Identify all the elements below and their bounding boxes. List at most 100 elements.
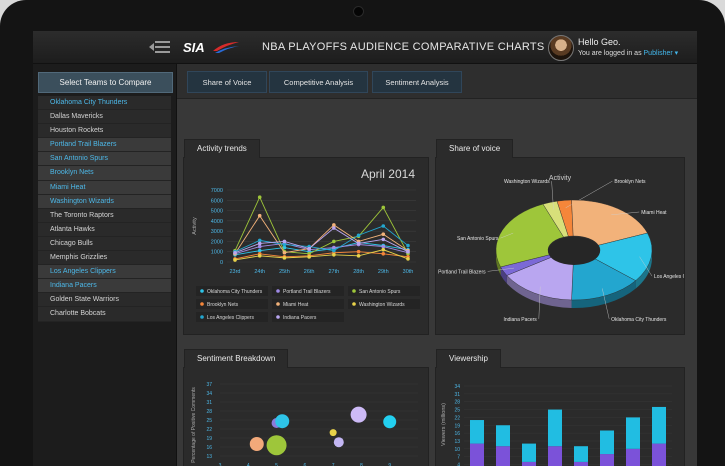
data-point[interactable] bbox=[356, 233, 361, 238]
data-point[interactable] bbox=[332, 253, 336, 257]
data-point[interactable] bbox=[332, 226, 336, 230]
data-point[interactable] bbox=[282, 239, 287, 244]
avatar[interactable] bbox=[548, 35, 574, 61]
data-point[interactable] bbox=[332, 223, 336, 227]
data-point[interactable] bbox=[257, 195, 262, 199]
bar-segment[interactable] bbox=[574, 461, 588, 466]
slice-leader-line bbox=[551, 181, 554, 210]
data-point[interactable] bbox=[332, 239, 336, 244]
team-item-miami-heat[interactable]: Miami Heat bbox=[38, 180, 171, 195]
role-dropdown[interactable]: Publisher ▾ bbox=[644, 50, 679, 57]
team-item-washington-wizards[interactable]: Washington Wizards bbox=[38, 194, 171, 209]
share-of-voice-tab[interactable]: Share of voice bbox=[436, 139, 514, 158]
bar-segment[interactable] bbox=[548, 446, 562, 466]
data-point[interactable] bbox=[356, 241, 361, 246]
team-item-the-toronto-raptors[interactable]: The Toronto Raptors bbox=[38, 208, 171, 223]
data-point[interactable] bbox=[381, 205, 386, 210]
team-item-houston-rockets[interactable]: Houston Rockets bbox=[38, 124, 171, 139]
data-point[interactable] bbox=[307, 255, 311, 259]
pie-slice-miami-heat[interactable] bbox=[571, 199, 648, 246]
legend-item bbox=[196, 299, 268, 309]
data-point[interactable] bbox=[257, 244, 262, 249]
tab-share-of-voice[interactable]: Share of Voice bbox=[187, 71, 267, 93]
tab-competitive-analysis[interactable]: Competitive Analysis bbox=[269, 71, 368, 93]
bubble-point[interactable] bbox=[266, 435, 287, 456]
team-item-chicago-bulls[interactable]: Chicago Bulls bbox=[38, 236, 171, 252]
bar-segment[interactable] bbox=[626, 448, 640, 466]
page-title: NBA PLAYOFFS AUDIENCE COMPARATIVE CHARTS bbox=[262, 41, 545, 53]
team-item-portland-trail-blazers[interactable]: Portland Trail Blazers bbox=[38, 138, 171, 153]
bubble-point[interactable] bbox=[383, 415, 397, 429]
pie-slice-san-antonio-spurs[interactable] bbox=[495, 203, 564, 268]
bar-segment[interactable] bbox=[548, 409, 562, 447]
bar-segment[interactable] bbox=[626, 417, 640, 449]
slice-leader-line bbox=[487, 267, 515, 272]
bar-segment[interactable] bbox=[652, 443, 666, 466]
data-point[interactable] bbox=[282, 256, 287, 260]
team-item-charlotte-bobcats[interactable]: Charlotte Bobcats bbox=[38, 307, 171, 322]
bubble-point[interactable] bbox=[329, 429, 337, 437]
greeting-text: Hello Geo. bbox=[578, 37, 621, 47]
bubble-point[interactable] bbox=[275, 414, 290, 429]
bar-segment[interactable] bbox=[652, 406, 666, 444]
team-item-memphis-grizzlies[interactable]: Memphis Grizzlies bbox=[38, 251, 171, 266]
bar-segment[interactable] bbox=[574, 446, 588, 462]
y-tick-label: 28 bbox=[206, 409, 212, 415]
data-point[interactable] bbox=[381, 251, 386, 256]
data-point[interactable] bbox=[406, 249, 410, 254]
team-item-golden-state-warriors[interactable]: Golden State Warriors bbox=[38, 293, 171, 308]
pie-slice-washington-wizards[interactable] bbox=[542, 200, 569, 238]
hamburger-menu-icon[interactable] bbox=[149, 40, 171, 54]
data-point[interactable] bbox=[332, 245, 336, 250]
data-point[interactable] bbox=[233, 258, 237, 262]
team-item-oklahoma-city-thunders[interactable]: Oklahoma City Thunders bbox=[38, 96, 171, 111]
legend-swatch bbox=[352, 302, 356, 306]
viewership-tab[interactable]: Viewership bbox=[436, 349, 501, 368]
bar-segment[interactable] bbox=[600, 454, 614, 466]
bar-segment[interactable] bbox=[600, 430, 614, 455]
data-point[interactable] bbox=[307, 246, 311, 251]
bubble-point[interactable] bbox=[249, 437, 264, 451]
data-point[interactable] bbox=[356, 254, 361, 258]
bar-segment[interactable] bbox=[496, 446, 510, 466]
team-item-atlanta-hawks[interactable]: Atlanta Hawks bbox=[38, 222, 171, 237]
team-item-dallas-mavericks[interactable]: Dallas Mavericks bbox=[38, 110, 171, 125]
team-item-los-angeles-clippers[interactable]: Los Angeles Clippers bbox=[38, 265, 171, 280]
data-point[interactable] bbox=[257, 241, 262, 246]
data-point[interactable] bbox=[257, 254, 262, 258]
select-teams-button[interactable]: Select Teams to Compare bbox=[38, 72, 173, 93]
bar-segment[interactable] bbox=[522, 461, 536, 466]
data-point[interactable] bbox=[381, 237, 386, 242]
data-point[interactable] bbox=[233, 250, 237, 255]
bar-segment[interactable] bbox=[470, 443, 484, 466]
bar-segment[interactable] bbox=[522, 443, 536, 462]
bar-segment[interactable] bbox=[496, 425, 510, 447]
data-point[interactable] bbox=[381, 244, 386, 249]
data-point[interactable] bbox=[282, 245, 287, 250]
team-item-indiana-pacers[interactable]: Indiana Pacers bbox=[38, 279, 171, 294]
data-point[interactable] bbox=[381, 224, 386, 228]
tab-bar: Share of Voice Competitive Analysis Sent… bbox=[177, 64, 697, 99]
data-point[interactable] bbox=[257, 213, 262, 218]
team-item-brooklyn-nets[interactable]: Brooklyn Nets bbox=[38, 166, 171, 181]
data-point[interactable] bbox=[282, 250, 287, 255]
data-point[interactable] bbox=[406, 257, 410, 261]
data-point[interactable] bbox=[381, 247, 386, 252]
series-line-indiana-pacers bbox=[234, 227, 409, 254]
bar-segment[interactable] bbox=[470, 420, 484, 444]
data-point[interactable] bbox=[282, 242, 287, 247]
slice-label: Oklahoma City Thunders bbox=[611, 317, 667, 323]
bubble-point[interactable] bbox=[350, 406, 367, 423]
data-point[interactable] bbox=[332, 248, 336, 253]
data-point[interactable] bbox=[257, 248, 262, 253]
data-point[interactable] bbox=[257, 238, 262, 243]
data-point[interactable] bbox=[406, 243, 410, 248]
bubble-point[interactable] bbox=[333, 437, 344, 448]
sentiment-breakdown-tab[interactable]: Sentiment Breakdown bbox=[184, 349, 289, 368]
data-point[interactable] bbox=[356, 249, 361, 254]
activity-trends-tab[interactable]: Activity trends bbox=[184, 139, 260, 158]
team-item-san-antonio-spurs[interactable]: San Antonio Spurs bbox=[38, 152, 171, 167]
tab-sentiment-analysis[interactable]: Sentiment Analysis bbox=[372, 71, 462, 93]
x-tick-label: 29th bbox=[378, 269, 389, 275]
data-point[interactable] bbox=[381, 232, 386, 237]
